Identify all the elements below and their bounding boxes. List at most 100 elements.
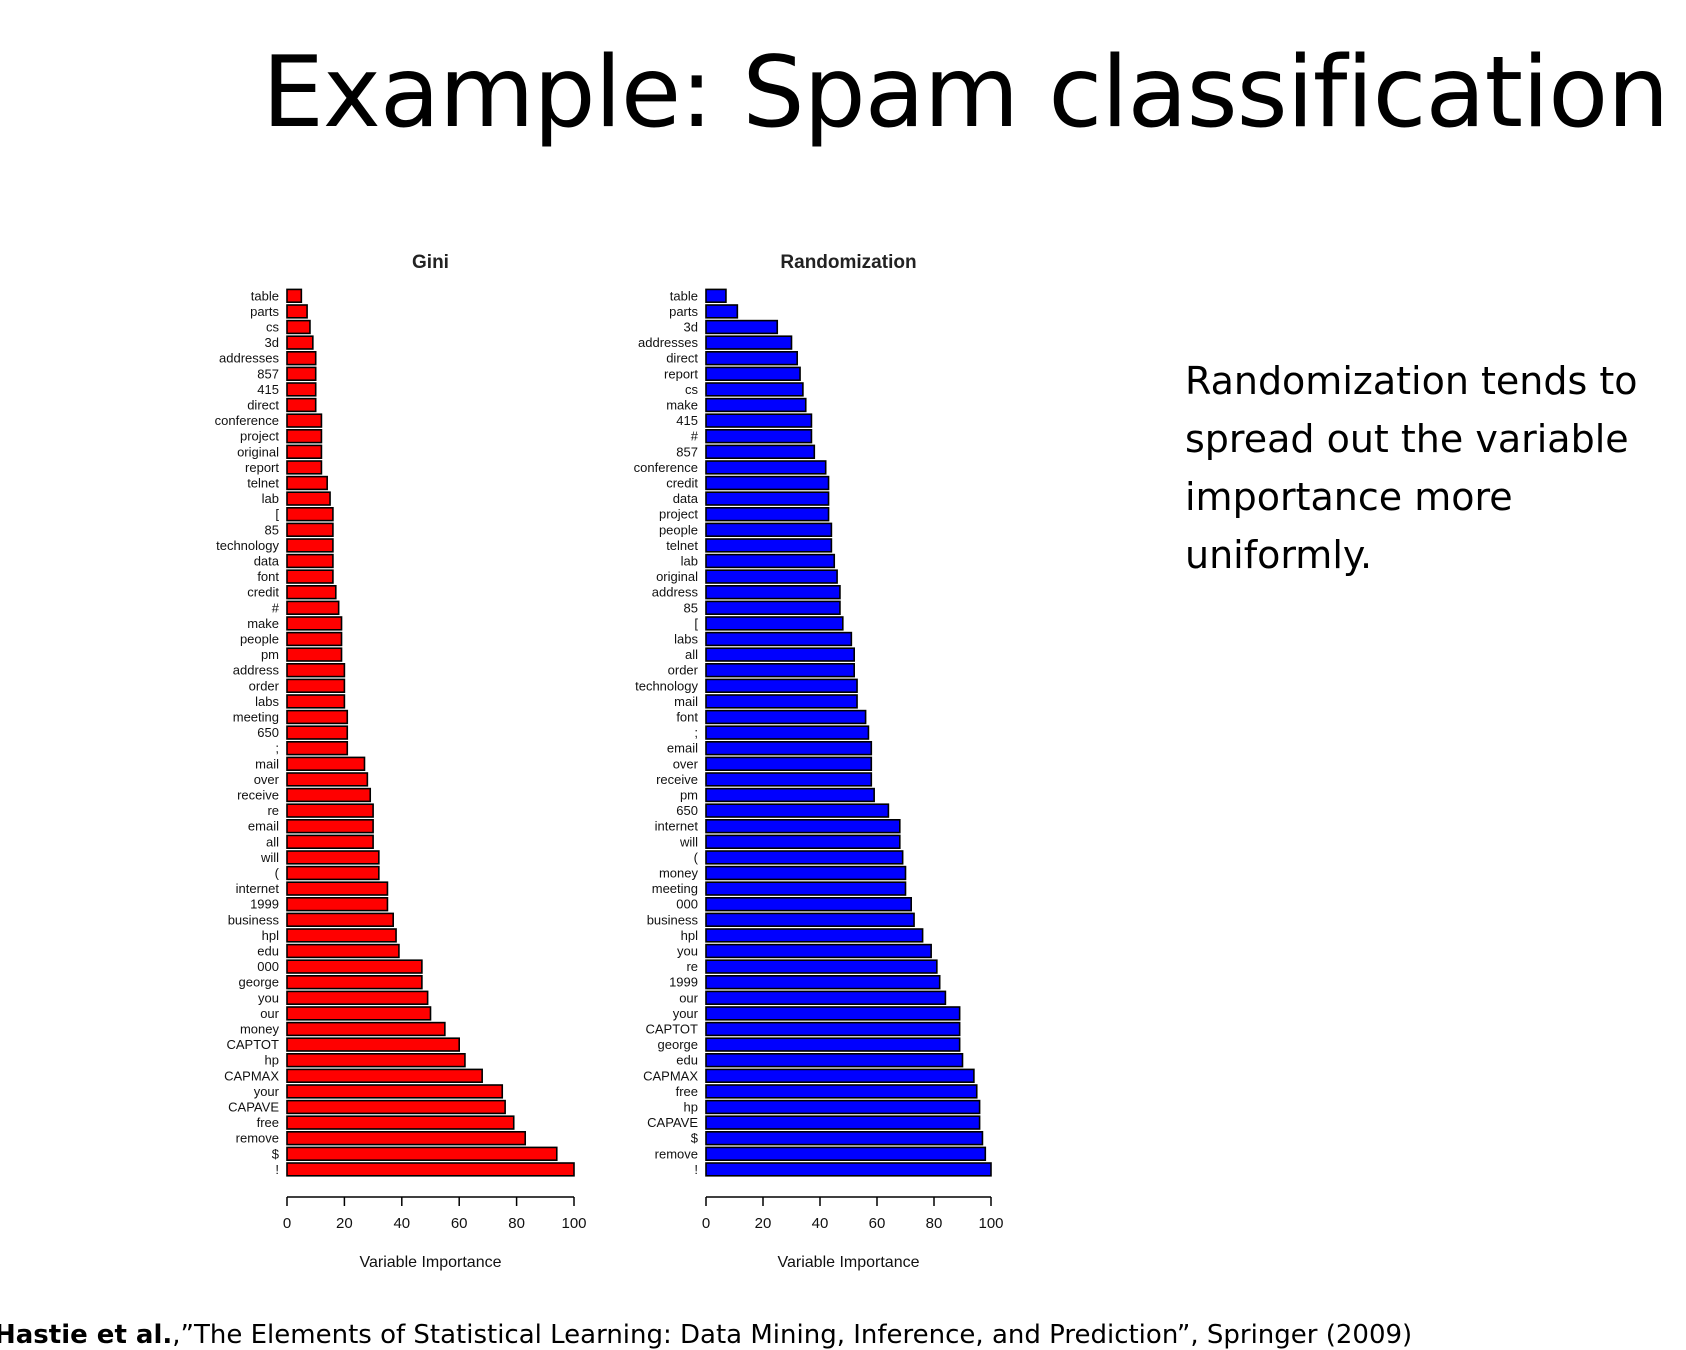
randomization-bar — [705, 787, 875, 803]
randomization-bar — [705, 881, 907, 896]
gini-bar — [286, 912, 394, 927]
randomization-category-label: hpl — [681, 928, 698, 943]
gini-category-label: will — [260, 850, 279, 865]
randomization-category-label: [ — [694, 616, 698, 631]
randomization-category-label: ; — [694, 725, 698, 740]
gini-category-label: # — [272, 600, 280, 615]
gini-bar — [286, 288, 303, 303]
gini-bar — [286, 678, 346, 693]
randomization-bar — [705, 1021, 961, 1037]
gini-category-label: technology — [216, 538, 279, 553]
gini-bar — [286, 1021, 446, 1037]
randomization-bar — [705, 585, 841, 600]
randomization-category-label: 000 — [676, 897, 698, 912]
randomization-x-axis: 0 20 40 60 80 100 — [702, 1196, 1004, 1232]
gini-bar — [286, 1146, 558, 1161]
randomization-category-label: $ — [691, 1131, 699, 1146]
gini-category-label: ( — [275, 866, 280, 881]
gini-category-label: CAPMAX — [224, 1068, 279, 1083]
randomization-category-label: ( — [694, 850, 699, 865]
gini-category-label: addresses — [219, 351, 279, 366]
randomization-category-label: you — [677, 944, 698, 959]
randomization-category-label: hp — [684, 1100, 698, 1115]
randomization-category-label: 650 — [676, 803, 698, 818]
gini-bar — [286, 819, 374, 834]
gini-bar — [286, 351, 317, 366]
gini-x-tick-label: 60 — [451, 1215, 468, 1232]
randomization-category-label: original — [656, 569, 698, 584]
randomization-category-label: ! — [694, 1162, 698, 1177]
gini-category-label: 650 — [257, 725, 279, 740]
randomization-bar — [705, 382, 804, 397]
randomization-category-label: font — [676, 710, 698, 725]
randomization-bar — [705, 647, 855, 662]
randomization-bar — [705, 1053, 964, 1068]
citation-author: Hastie et al. — [0, 1320, 173, 1350]
randomization-bar — [705, 366, 801, 381]
gini-category-label: font — [257, 569, 279, 584]
randomization-category-label: money — [659, 866, 699, 881]
randomization-category-label: data — [673, 491, 699, 506]
randomization-bar — [705, 834, 901, 849]
randomization-panel: Randomization tableparts3daddressesdirect… — [634, 252, 1004, 1271]
gini-bar — [286, 1037, 460, 1052]
gini-category-label: receive — [237, 788, 279, 803]
gini-category-label: pm — [261, 647, 279, 662]
randomization-bar — [705, 663, 855, 678]
randomization-bar — [705, 912, 915, 927]
randomization-category-label: parts — [669, 304, 698, 319]
gini-bar — [286, 553, 334, 569]
randomization-category-label: make — [666, 398, 698, 413]
randomization-category-label: edu — [676, 1053, 698, 1068]
randomization-bar — [705, 553, 836, 569]
randomization-category-label: cs — [685, 382, 699, 397]
gini-bar — [286, 522, 334, 537]
gini-bar — [286, 834, 374, 849]
randomization-category-label: direct — [666, 351, 698, 366]
randomization-bar — [705, 1037, 961, 1052]
gini-bar — [286, 881, 389, 896]
gini-bar — [286, 413, 323, 428]
gini-bar — [286, 865, 380, 881]
gini-category-label: credit — [247, 585, 279, 600]
gini-category-label: free — [257, 1115, 279, 1130]
randomization-category-label: meeting — [652, 881, 698, 896]
gini-bar — [286, 444, 323, 459]
gini-category-label: 415 — [257, 382, 279, 397]
randomization-bar — [705, 1006, 961, 1021]
randomization-bar — [705, 413, 813, 428]
randomization-bar — [705, 725, 870, 740]
gini-category-label: parts — [250, 304, 279, 319]
randomization-bar — [705, 819, 901, 834]
randomization-bar — [705, 943, 932, 959]
gini-bar — [286, 850, 380, 865]
randomization-chart-title: Randomization — [780, 252, 916, 273]
gini-category-label: mail — [255, 756, 279, 771]
randomization-category-label: technology — [635, 678, 698, 693]
randomization-bar — [705, 990, 947, 1005]
gini-bar — [286, 1162, 575, 1177]
randomization-category-label: credit — [666, 476, 698, 491]
gini-bar — [286, 709, 349, 725]
gini-category-label: conference — [215, 413, 279, 428]
randomization-bar — [705, 397, 807, 413]
randomization-bar — [705, 351, 798, 366]
gini-category-label: make — [247, 616, 279, 631]
gini-bar — [286, 585, 337, 600]
randomization-bar — [705, 897, 912, 912]
randomization-bar — [705, 772, 873, 787]
randomization-bar — [705, 631, 853, 647]
randomization-category-label: labs — [674, 632, 698, 647]
gini-category-label: address — [233, 663, 280, 678]
randomization-bar — [705, 1099, 981, 1115]
gini-category-label: our — [260, 1006, 279, 1021]
gini-category-label: email — [248, 819, 279, 834]
randomization-bar — [705, 335, 793, 350]
randomization-category-label: over — [673, 756, 699, 771]
randomization-category-label: george — [658, 1037, 698, 1052]
randomization-category-label: will — [679, 834, 698, 849]
randomization-category-label: free — [676, 1084, 698, 1099]
randomization-bar — [705, 803, 890, 818]
gini-category-label: CAPTOT — [227, 1037, 280, 1052]
randomization-category-label: conference — [634, 460, 698, 475]
